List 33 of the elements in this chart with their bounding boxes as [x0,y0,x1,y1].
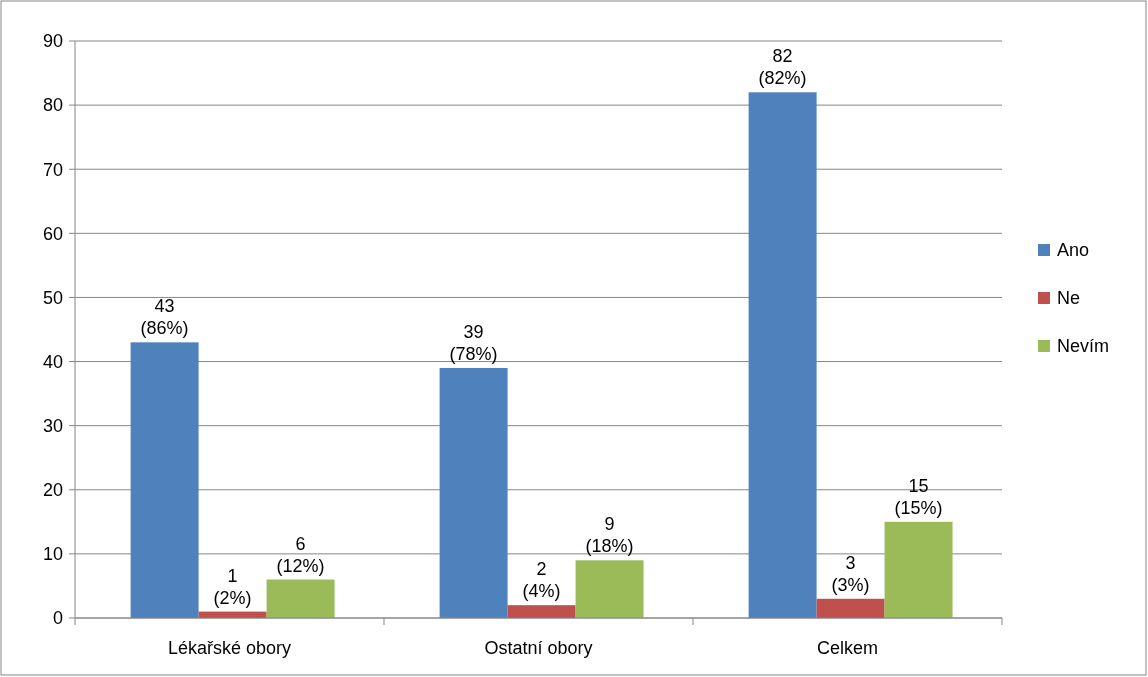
y-tick-label: 20 [42,480,63,501]
y-tick-label: 30 [42,415,63,436]
data-label: 6 (12%) [276,533,325,576]
bar [507,605,576,618]
legend-label: Ne [1057,288,1081,309]
y-tick-label: 50 [42,287,63,308]
data-label: 82 (82%) [758,46,807,89]
x-tick-label: Ostatní obory [484,638,593,658]
bar [130,342,199,618]
bar [748,92,817,618]
data-label: 9 (18%) [585,514,634,557]
data-label: 43 (86%) [140,296,189,339]
legend-label: Ano [1057,240,1090,261]
bar [439,367,508,618]
bar [884,521,953,618]
data-label: 2 (4%) [522,559,561,602]
y-tick-label: 80 [42,95,63,116]
bar [575,560,644,618]
x-tick-label: Celkem [816,638,879,658]
y-tick-label: 10 [42,544,63,565]
legend-label: Nevím [1057,336,1110,357]
y-tick-label: 70 [42,159,63,180]
y-tick-label: 60 [42,223,63,244]
data-label: 1 (2%) [213,565,252,608]
data-label: 15 (15%) [894,475,943,518]
bar [816,598,885,618]
y-tick-label: 0 [52,608,63,629]
y-tick-label: 40 [42,351,63,372]
x-tick-label: Lékařské obory [167,638,292,658]
data-label: 3 (3%) [831,552,870,595]
data-label: 39 (78%) [449,321,498,364]
y-tick-label: 90 [42,31,63,52]
bar [266,579,335,618]
